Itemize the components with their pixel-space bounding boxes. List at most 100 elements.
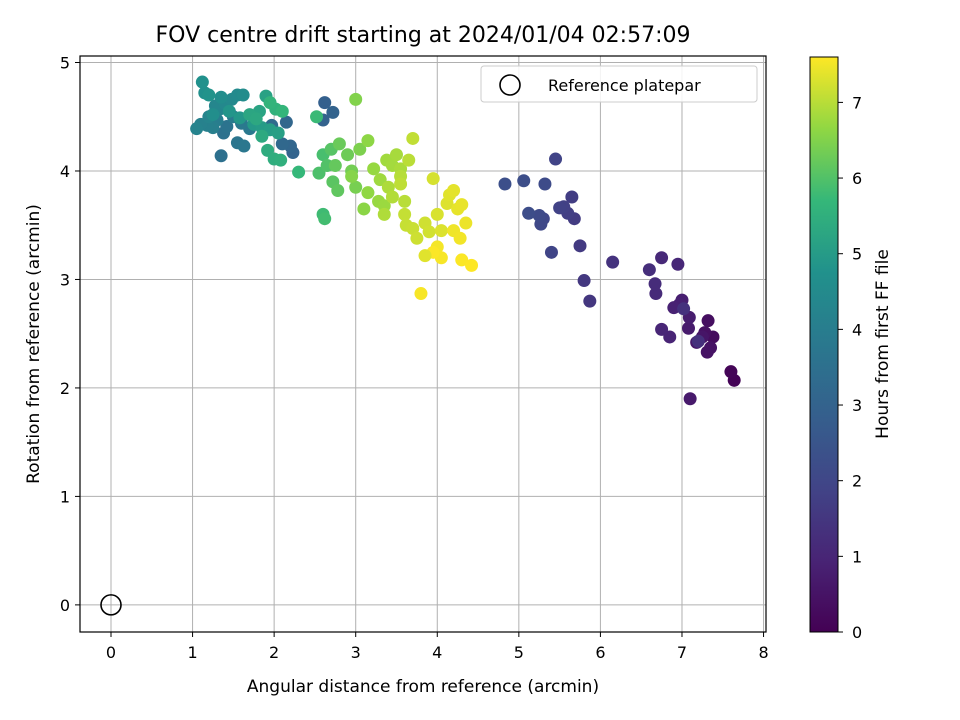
data-point [385,190,399,204]
data-point [553,201,567,215]
data-points [100,75,741,616]
data-point [538,177,552,191]
data-point [220,120,234,134]
x-tick-label: 6 [595,643,605,662]
data-point [663,330,677,344]
colorbar-tick-label: 0 [852,623,862,642]
data-point [214,149,228,163]
colorbar: 0 1 2 3 4 5 6 7 Hours from first FF file [809,56,893,642]
data-point [522,206,536,220]
colorbar-tick-label: 2 [852,472,862,491]
data-point [655,251,669,265]
y-axis-label: Rotation from reference (arcmin) [24,204,44,484]
data-point [292,165,306,179]
x-axis-label: Angular distance from reference (arcmin) [247,677,599,697]
data-point [455,198,469,212]
data-point [353,142,367,156]
data-point [389,148,403,162]
x-tick-label: 1 [187,643,197,662]
data-point [190,122,204,136]
data-point [406,131,420,145]
data-point [318,96,332,110]
reference-marker [100,594,122,616]
y-tick-label: 1 [60,487,70,506]
colorbar-tick-label: 4 [852,320,862,339]
data-point [345,169,359,183]
y-axis-ticks: 0 1 2 3 4 5 [60,54,80,615]
data-point [677,302,691,316]
grid [80,56,766,632]
data-point [606,255,620,269]
data-point [381,180,395,194]
data-point [544,245,558,259]
data-point [214,90,228,104]
colorbar-label: Hours from first FF file [873,249,893,439]
legend-marker-reference [499,74,521,96]
data-point [237,139,251,153]
data-point [671,257,685,271]
data-point [349,180,363,194]
data-point [236,88,250,102]
data-point [418,249,432,263]
data-point [373,173,387,187]
data-point [318,212,332,226]
data-point [532,208,546,222]
data-point [700,345,714,359]
x-tick-label: 2 [269,643,279,662]
data-point [455,253,469,267]
x-tick-label: 3 [351,643,361,662]
data-point [233,111,247,125]
legend-label-reference: Reference platepar [548,76,701,95]
data-point [349,92,363,106]
data-point [312,166,326,180]
data-point [549,152,563,166]
data-point [649,287,663,301]
data-point [683,392,697,406]
data-point [326,105,340,119]
data-point [398,194,412,208]
data-point [402,153,416,167]
data-point [701,314,715,328]
data-point [263,96,277,110]
data-point [222,104,236,118]
x-axis-ticks: 0 1 2 3 4 5 6 7 8 [106,632,769,662]
data-point [434,224,448,238]
data-point [202,88,216,102]
data-point [249,112,263,126]
data-point [310,110,324,124]
data-point [642,263,656,277]
data-point [465,258,479,272]
data-point [691,334,705,348]
plot-frame [79,55,767,633]
colorbar-gradient [809,56,839,633]
data-point [367,162,381,176]
data-point [453,231,467,245]
data-point [583,294,597,308]
y-tick-label: 5 [60,54,70,73]
x-tick-label: 5 [514,643,524,662]
colorbar-tick-label: 1 [852,547,862,566]
data-point [394,177,408,191]
data-point [667,301,681,315]
data-point [331,184,345,198]
x-tick-label: 7 [677,643,687,662]
colorbar-tick-label: 7 [852,93,862,112]
data-point [361,186,375,200]
data-point [447,184,461,198]
data-point [517,174,531,188]
data-point [422,225,436,239]
data-point [648,277,662,291]
data-point [682,321,696,335]
y-tick-label: 0 [60,596,70,615]
data-point [430,207,444,221]
chart-title: FOV centre drift starting at 2024/01/04 … [156,23,691,48]
data-point [341,148,355,162]
data-point [195,75,209,89]
data-point [271,126,285,140]
data-point [279,115,293,129]
y-tick-label: 2 [60,379,70,398]
legend-box [480,65,758,103]
data-point [459,216,473,230]
y-tick-label: 3 [60,270,70,289]
